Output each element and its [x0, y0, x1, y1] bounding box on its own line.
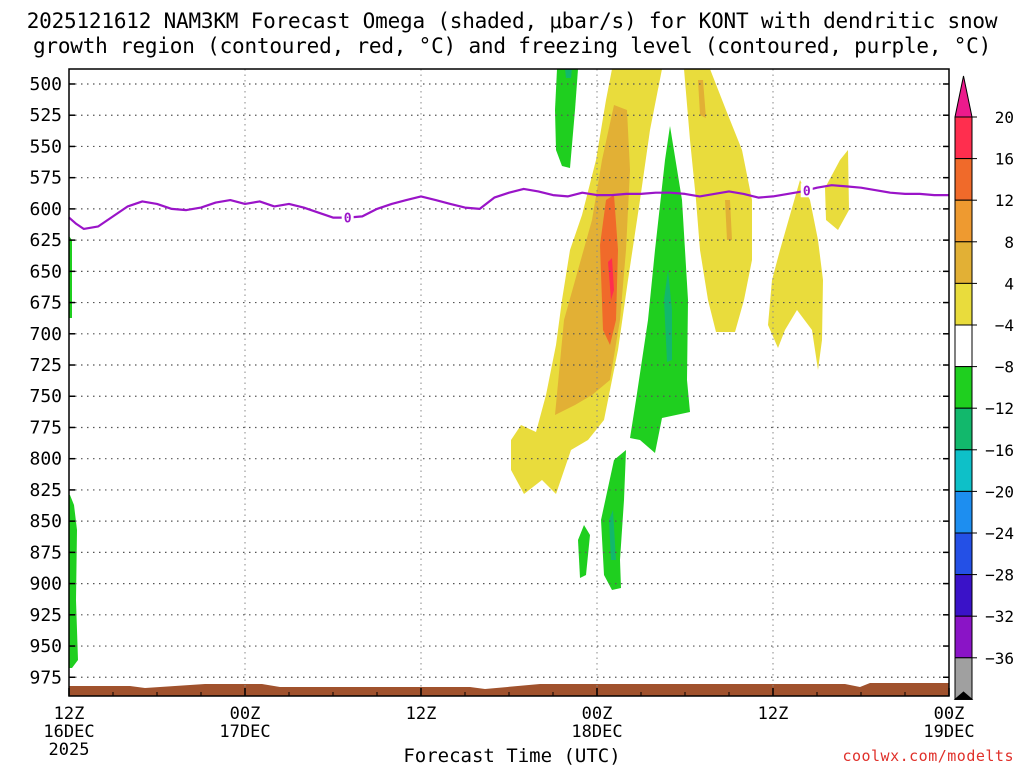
plot-background: [69, 69, 949, 696]
colorbar-label: −28: [985, 566, 1014, 585]
omega-shading: [69, 69, 849, 668]
y-tick-label: 975: [29, 667, 62, 688]
colorbar-label: 20: [995, 108, 1014, 127]
colorbar-segment: [954, 282, 973, 326]
colorbar-label: 4: [1004, 274, 1014, 293]
colorbar-label: 8: [1004, 233, 1014, 252]
x-tick-year: 2025: [49, 740, 90, 760]
y-tick-label: 725: [29, 355, 62, 376]
colorbar-label: −4: [995, 316, 1014, 335]
colorbar-label: 12: [995, 191, 1014, 210]
colorbar-top-triangle: [954, 75, 973, 118]
x-tick-date: 17DEC: [219, 722, 270, 742]
colorbar-label: −8: [995, 358, 1014, 377]
colorbar-label: 16: [995, 150, 1014, 169]
colorbar-bottom-triangle: [953, 691, 974, 700]
freezing-level-label: 0: [344, 212, 352, 227]
y-axis: 500 525 550 575 600 625 650 675 700 725 750 775 800 8…: [29, 74, 949, 688]
colorbar-segment: [954, 116, 973, 160]
colorbar: 20 16 12 8 4 −4 −8 −12 −16 −20 −24 −28 −32 −36: [953, 75, 1014, 700]
colorbar-segment: [954, 449, 973, 492]
freezing-level-contour: 00: [68, 183, 949, 230]
colorbar-segment: [954, 532, 973, 576]
colorbar-segment: [954, 490, 973, 534]
omega-negative-upper-left: [555, 69, 578, 168]
x-tick-label: 12Z: [54, 704, 85, 724]
colorbar-label: −32: [985, 607, 1014, 626]
y-tick-label: 675: [29, 293, 62, 314]
chart-title-line-2: growth region (contoured, red, °C) and f…: [32, 34, 992, 58]
y-tick-label: 925: [29, 605, 62, 626]
freezing-level-label: 0: [803, 184, 811, 199]
y-tick-label: 950: [29, 636, 62, 657]
omega-positive-band-right: [684, 69, 752, 332]
y-tick-label: 750: [29, 386, 62, 407]
freezing-level-line: [68, 184, 949, 230]
x-tick-label: 00Z: [230, 704, 261, 724]
x-tick-label: 12Z: [758, 704, 789, 724]
x-tick-label: 00Z: [582, 704, 613, 724]
y-tick-label: 900: [29, 574, 62, 595]
x-tick-date: 19DEC: [923, 722, 974, 742]
colorbar-label: −36: [985, 649, 1014, 668]
colorbar-segment: [954, 241, 973, 284]
y-tick-label: 575: [29, 168, 62, 189]
colorbar-segment: [954, 158, 973, 201]
colorbar-segment: [954, 324, 973, 368]
grid: [69, 69, 949, 696]
y-tick-label: 850: [29, 511, 62, 532]
colorbar-segment: [954, 574, 973, 617]
omega-positive-core-16: [608, 258, 614, 300]
site-credit: coolwx.com/modelts: [842, 747, 1014, 765]
y-tick-label: 875: [29, 542, 62, 563]
omega-negative-left-edge: [69, 495, 78, 668]
y-tick-label: 700: [29, 324, 62, 345]
y-tick-label: 650: [29, 261, 62, 282]
y-tick-label: 550: [29, 136, 62, 157]
y-tick-label: 800: [29, 449, 62, 470]
x-axis-title: Forecast Time (UTC): [403, 745, 621, 767]
colorbar-label: −20: [985, 482, 1014, 501]
colorbar-label: −24: [985, 524, 1014, 543]
colorbar-label: −16: [985, 441, 1014, 460]
colorbar-segment: [954, 407, 973, 451]
x-tick-label: 12Z: [406, 704, 437, 724]
colorbar-label: −12: [985, 399, 1014, 418]
chart-title-line-1: 2025121612 NAM3KM Forecast Omega (shaded…: [26, 9, 998, 33]
y-tick-label: 625: [29, 230, 62, 251]
x-tick-label: 00Z: [934, 704, 965, 724]
colorbar-segment: [954, 366, 973, 409]
omega-positive-far-right: [768, 180, 823, 370]
omega-negative-center: [630, 126, 690, 453]
y-tick-label: 500: [29, 74, 62, 95]
colorbar-segment: [954, 615, 973, 659]
colorbar-segment: [954, 199, 973, 243]
x-tick-date: 18DEC: [571, 722, 622, 742]
freezing-label-bg: [800, 183, 813, 198]
y-tick-label: 825: [29, 480, 62, 501]
x-tick-date: 16DEC: [43, 722, 94, 742]
y-tick-label: 600: [29, 199, 62, 220]
y-tick-label: 775: [29, 417, 62, 438]
y-tick-label: 525: [29, 105, 62, 126]
freezing-label-bg: [341, 210, 354, 225]
